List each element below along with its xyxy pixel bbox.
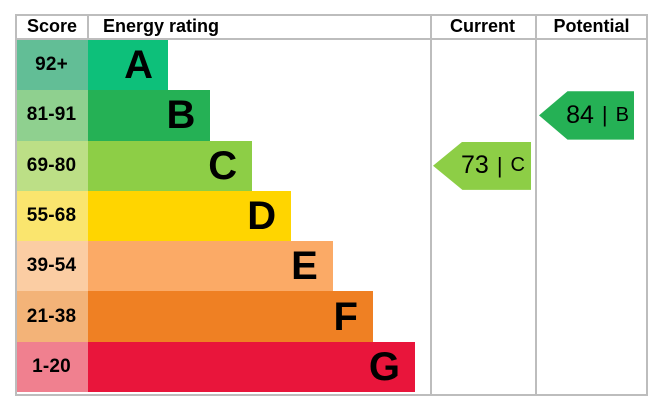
score-column-divider	[87, 14, 89, 40]
band-rows: 92+ A 81-91 B 69-80 C 55-68 D 39-54 E 21-38 F 1-20 G	[15, 40, 430, 392]
potential-score-value: 84	[566, 100, 594, 129]
band-letter: A	[124, 43, 154, 88]
band-bar-area: F	[88, 291, 430, 342]
border-right	[646, 14, 648, 396]
band-bar-area: A	[88, 40, 430, 91]
band-score-range: 1-20	[15, 341, 88, 392]
band-score-range: 55-68	[15, 190, 88, 242]
header-energy-rating: Energy rating	[103, 15, 220, 36]
current-band-letter: C	[510, 154, 525, 177]
band-score-range: 21-38	[15, 291, 88, 342]
band-bar: E	[88, 241, 333, 292]
border-top	[15, 14, 648, 16]
score-band-separator: |	[496, 152, 503, 178]
potential-column-divider	[535, 14, 537, 396]
band-bar: G	[88, 341, 415, 392]
header-potential: Potential	[553, 15, 630, 36]
band-letter: E	[291, 244, 318, 289]
band-bar: C	[88, 140, 253, 191]
potential-band-letter: B	[615, 103, 629, 126]
band-row: 55-68 D	[15, 190, 430, 242]
current-score-value: 73	[461, 151, 489, 180]
header-row: Score Energy rating Current Potential	[15, 14, 648, 38]
band-letter: C	[208, 143, 238, 188]
band-bar: A	[88, 40, 169, 91]
band-row: 21-38 F	[15, 291, 430, 342]
band-bar-area: E	[88, 241, 430, 292]
band-bar: D	[88, 190, 292, 242]
band-score-range: 69-80	[15, 140, 88, 191]
band-bar-area: G	[88, 341, 430, 392]
band-bar-area: D	[88, 190, 430, 242]
header-divider-line	[15, 38, 648, 40]
band-letter: F	[333, 294, 358, 339]
band-bar: B	[88, 90, 211, 141]
band-row: 81-91 B	[15, 90, 430, 141]
header-current: Current	[449, 15, 515, 36]
score-band-separator: |	[601, 102, 608, 128]
band-bar: F	[88, 291, 373, 342]
band-row: 92+ A	[15, 40, 430, 91]
band-score-range: 92+	[15, 40, 88, 91]
header-score: Score	[26, 15, 78, 36]
band-row: 39-54 E	[15, 241, 430, 292]
current-rating-arrow: 73 | C	[433, 141, 531, 190]
band-letter: B	[166, 93, 196, 138]
band-letter: G	[368, 344, 400, 389]
band-row: 1-20 G	[15, 341, 430, 392]
band-bar-area: C	[88, 140, 430, 191]
band-score-range: 39-54	[15, 241, 88, 292]
band-row: 69-80 C	[15, 140, 430, 191]
band-bar-area: B	[88, 90, 430, 141]
border-left	[15, 14, 17, 396]
band-letter: D	[247, 193, 277, 238]
potential-rating-arrow: 84 | B	[539, 91, 634, 140]
epc-energy-rating-chart: Score Energy rating Current Potential 92…	[15, 14, 648, 396]
current-column-divider	[430, 14, 432, 396]
border-bottom	[15, 394, 648, 396]
band-score-range: 81-91	[15, 90, 88, 141]
